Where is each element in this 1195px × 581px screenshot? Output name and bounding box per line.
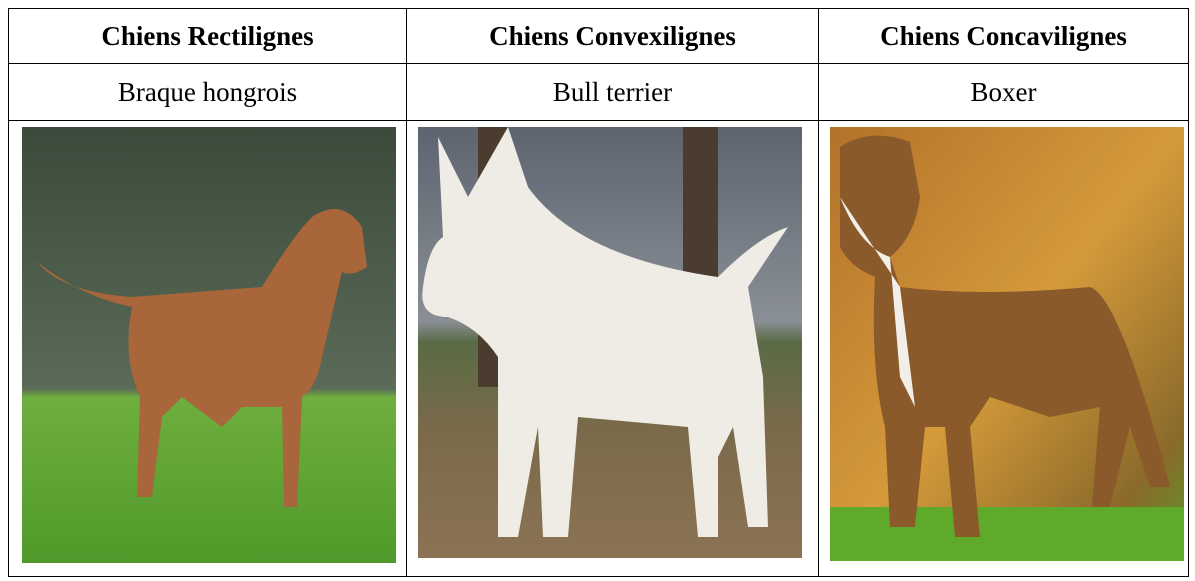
header-cell: Chiens Rectilignes [8, 8, 407, 64]
breed-name: Braque hongrois [8, 63, 407, 121]
dog-photo [418, 127, 802, 558]
breed-name: Bull terrier [406, 63, 819, 121]
image-cell [818, 120, 1189, 577]
dog-photo [830, 127, 1184, 561]
image-cell [406, 120, 819, 577]
name-row: Braque hongrois Bull terrier Boxer [8, 63, 1189, 121]
document: Chiens Rectilignes Chiens Convexilignes … [8, 8, 1189, 577]
dog-photo [22, 127, 396, 563]
image-cell [8, 120, 407, 577]
image-row [8, 120, 1189, 577]
header-cell: Chiens Convexilignes [406, 8, 819, 64]
header-cell: Chiens Concavilignes [818, 8, 1189, 64]
breed-table: Chiens Rectilignes Chiens Convexilignes … [8, 8, 1189, 577]
header-row: Chiens Rectilignes Chiens Convexilignes … [8, 8, 1189, 64]
breed-name: Boxer [818, 63, 1189, 121]
